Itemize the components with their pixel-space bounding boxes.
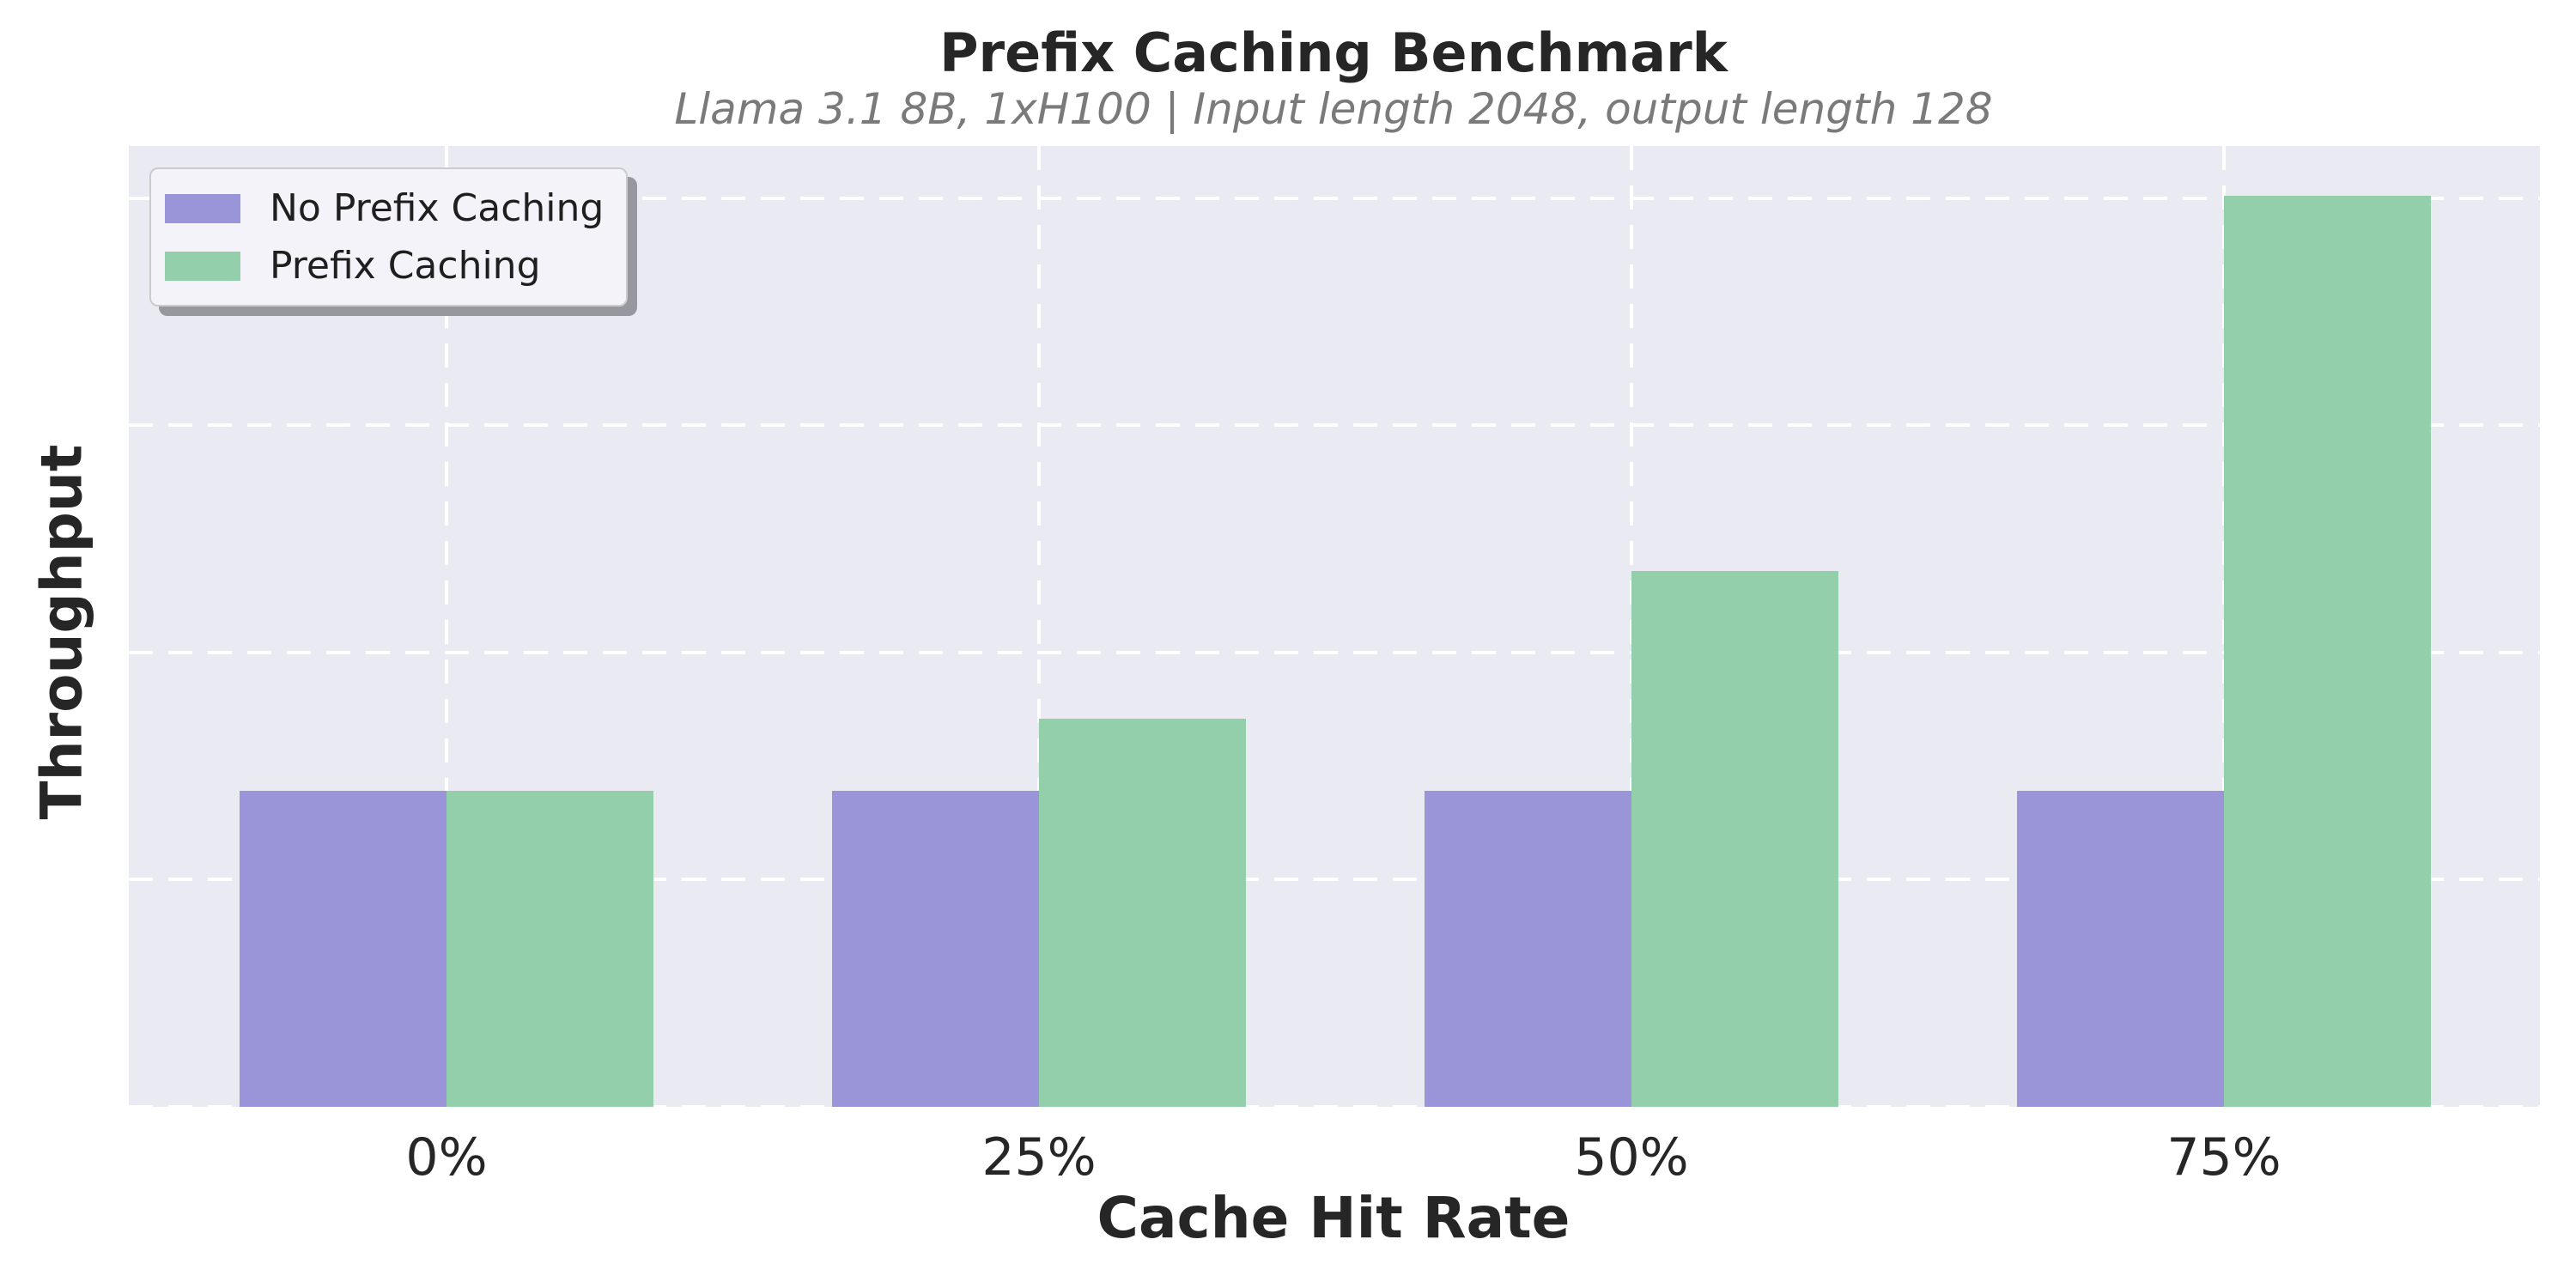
horizontal-gridline bbox=[129, 1105, 2540, 1109]
bar-prefix-caching-75% bbox=[2224, 196, 2431, 1107]
x-tick-label-25%: 25% bbox=[981, 1127, 1097, 1188]
x-axis-label: Cache Hit Rate bbox=[1097, 1185, 1571, 1251]
horizontal-gridline bbox=[129, 197, 2540, 200]
bar-prefix-caching-50% bbox=[1631, 571, 1838, 1107]
legend-row: No Prefix Caching bbox=[165, 186, 604, 230]
legend-swatch-icon bbox=[165, 251, 240, 281]
x-tick-label-75%: 75% bbox=[2166, 1127, 2281, 1188]
x-tick-label-50%: 50% bbox=[1574, 1127, 1689, 1188]
y-axis-label: Throughput bbox=[28, 444, 95, 820]
plot-area bbox=[129, 146, 2540, 1109]
vertical-gridline bbox=[445, 146, 448, 1107]
bar-no-prefix-caching-75% bbox=[2017, 791, 2224, 1107]
legend: No Prefix Caching Prefix Caching bbox=[149, 167, 629, 307]
horizontal-gridline bbox=[129, 423, 2540, 427]
legend-label: Prefix Caching bbox=[270, 244, 541, 288]
x-tick-label-0%: 0% bbox=[405, 1127, 488, 1188]
bar-no-prefix-caching-0% bbox=[240, 791, 447, 1107]
legend-swatch-icon bbox=[165, 193, 240, 223]
bar-no-prefix-caching-25% bbox=[832, 791, 1039, 1107]
legend-row: Prefix Caching bbox=[165, 244, 604, 288]
bar-no-prefix-caching-50% bbox=[1425, 791, 1631, 1107]
bar-prefix-caching-0% bbox=[447, 791, 653, 1107]
horizontal-gridline bbox=[129, 878, 2540, 881]
legend-label: No Prefix Caching bbox=[270, 186, 605, 230]
bar-prefix-caching-25% bbox=[1039, 719, 1246, 1107]
horizontal-gridline bbox=[129, 651, 2540, 654]
chart-title: Prefix Caching Benchmark bbox=[939, 21, 1728, 84]
chart-subtitle: Llama 3.1 8B, 1xH100 | Input length 2048… bbox=[674, 84, 1993, 134]
vertical-gridline bbox=[1037, 146, 1041, 1107]
